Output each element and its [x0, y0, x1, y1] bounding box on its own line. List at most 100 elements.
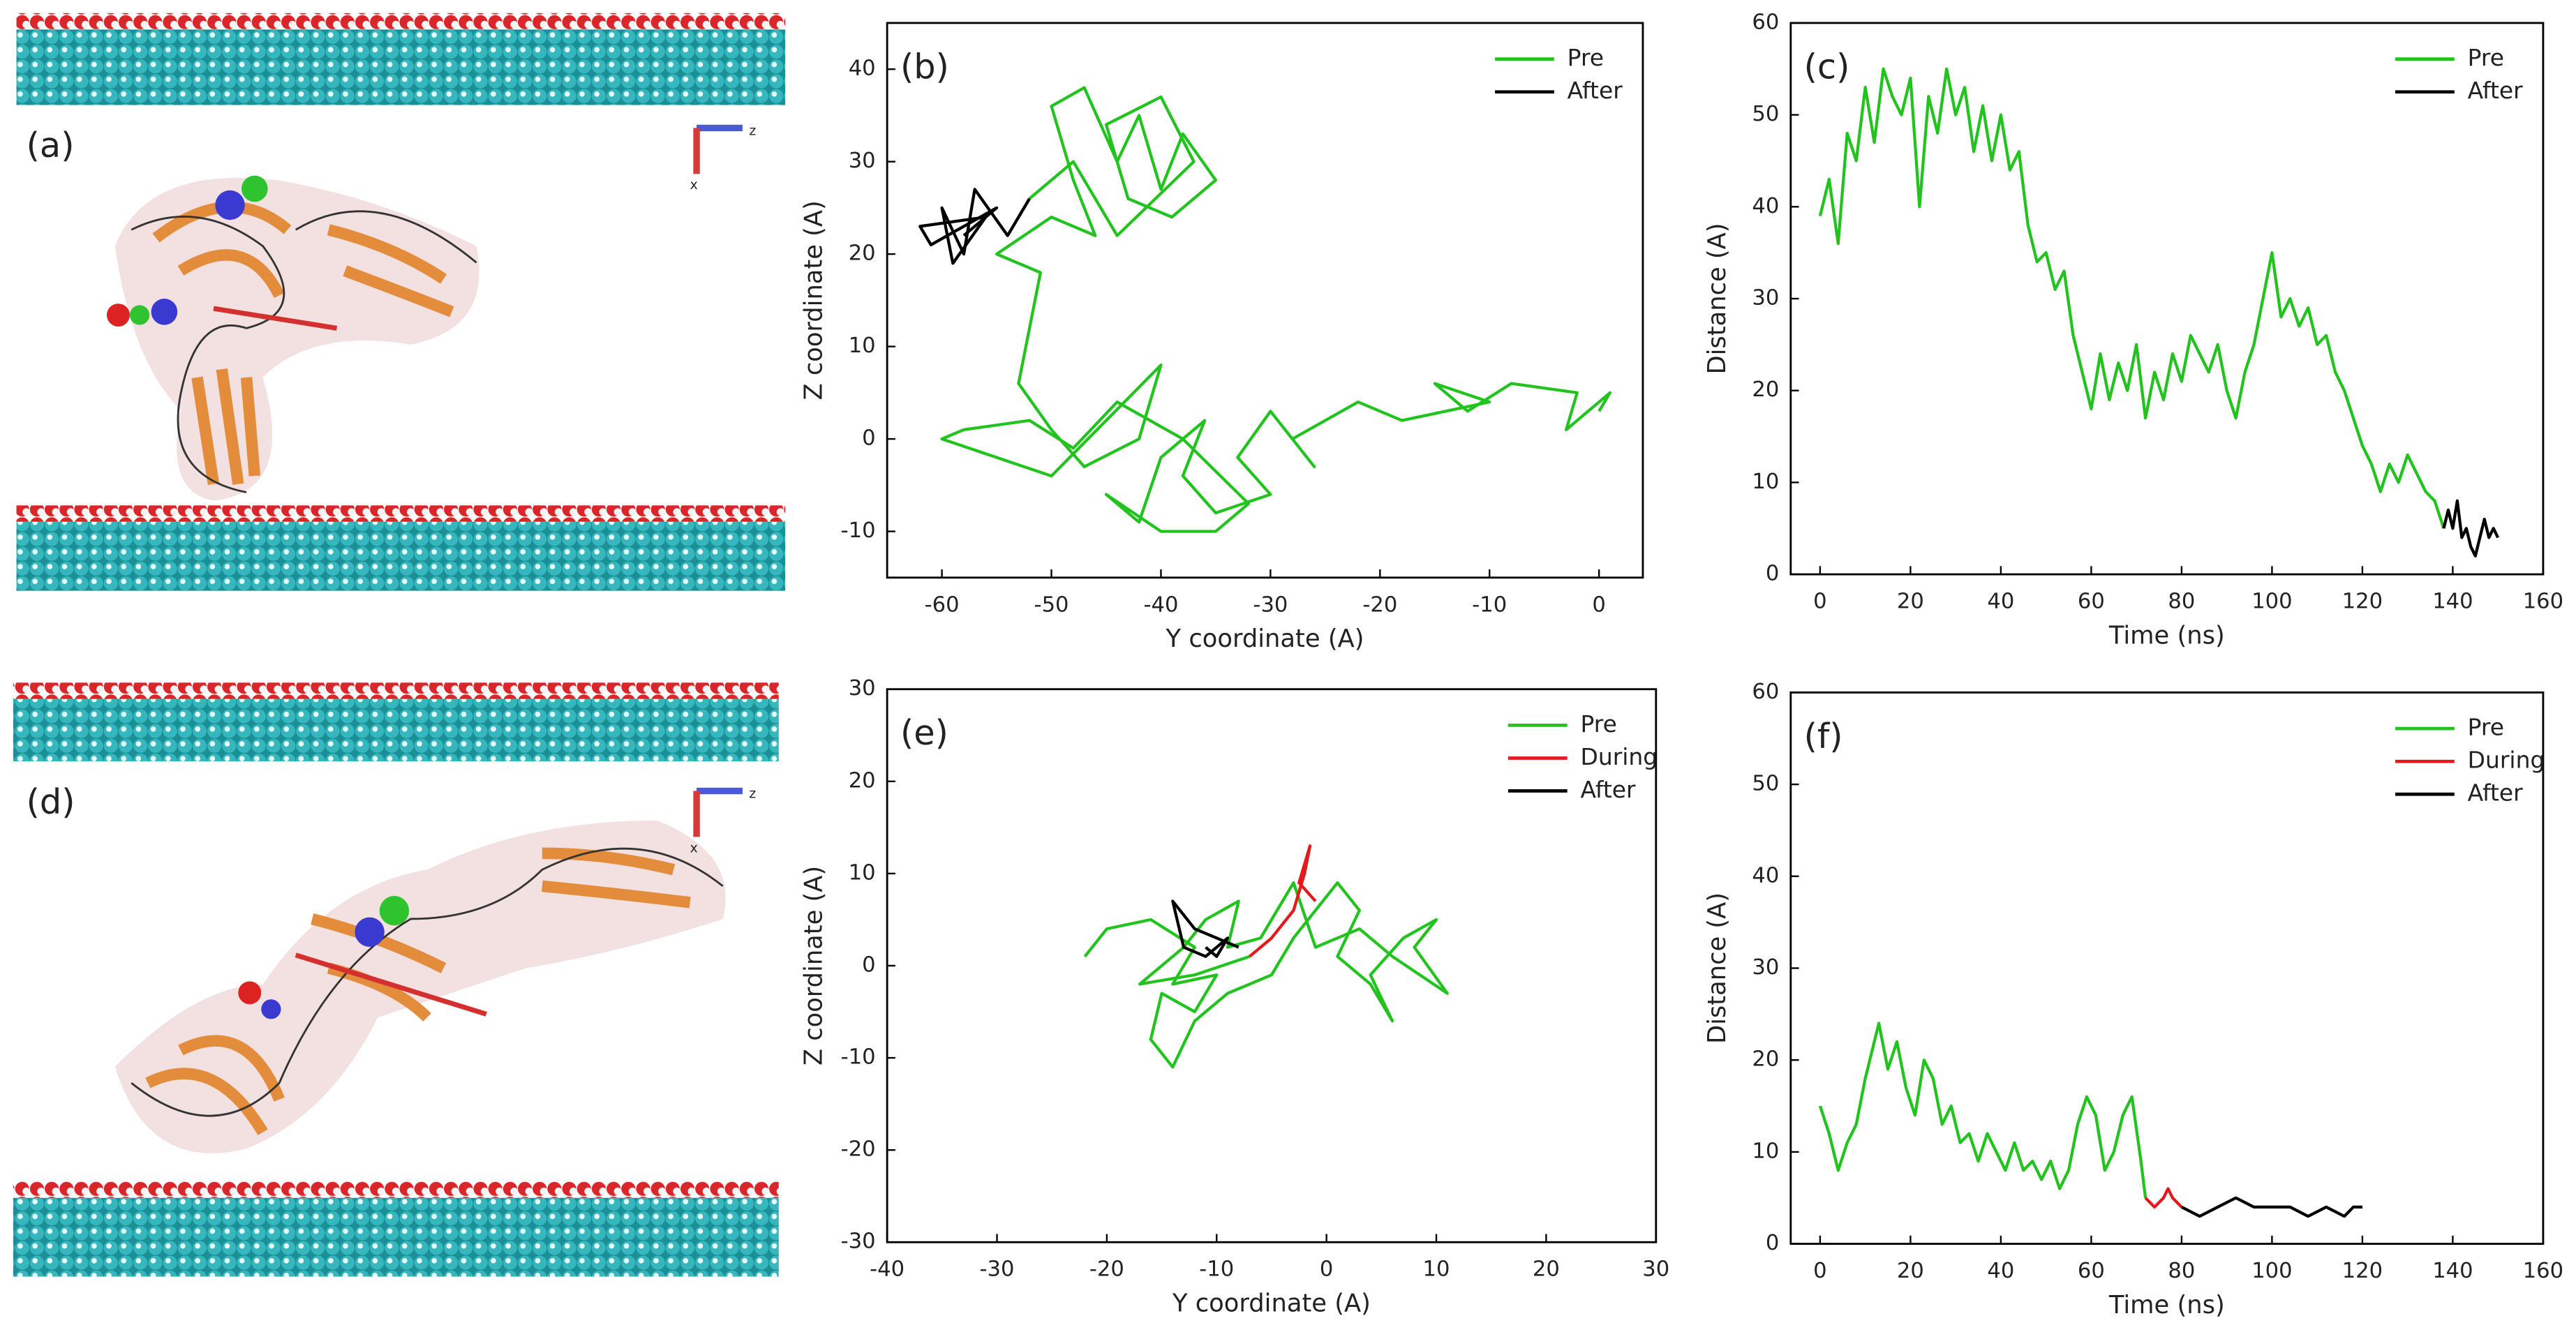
legend-label: Pre: [2468, 714, 2504, 741]
plot-frame: [886, 22, 1644, 579]
x-tick-label: -10: [1472, 592, 1507, 617]
residue: [241, 175, 268, 202]
legend-label: After: [1581, 776, 1637, 803]
x-tick-label: 40: [1987, 590, 2014, 614]
y-tick-label: 50: [1752, 102, 1779, 126]
axis-icon-label: z: [749, 787, 756, 802]
x-tick-label: 100: [2251, 1259, 2292, 1283]
protein-surface: [114, 820, 726, 1153]
panel-label: (e): [900, 712, 948, 753]
y-tick-label: 30: [849, 149, 876, 173]
x-tick-label: 0: [1813, 590, 1826, 614]
y-tick-label: 10: [1752, 470, 1779, 494]
x-tick-label: 120: [2342, 590, 2383, 614]
y-tick-label: 30: [1752, 955, 1779, 980]
x-tick-label: 60: [2078, 590, 2105, 614]
legend-label: During: [1581, 743, 1658, 770]
data-line: [1818, 67, 2445, 529]
y-axis-title: Z coordinate (A): [800, 200, 828, 400]
x-tick-label: 0: [1592, 592, 1605, 617]
y-tick-label: 50: [1752, 772, 1779, 796]
x-tick-label: -20: [1362, 592, 1397, 617]
y-tick-label: -10: [841, 518, 876, 543]
direction-vector: [213, 306, 338, 331]
residue: [215, 190, 245, 220]
x-tick-label: 80: [2168, 1259, 2195, 1283]
data-line: [2144, 1187, 2183, 1209]
y-tick-label: 20: [849, 768, 876, 793]
x-tick-label: 20: [1897, 590, 1924, 614]
surface-oxygen: [13, 1181, 779, 1198]
x-tick-label: 160: [2523, 590, 2563, 614]
x-tick-label: 0: [1320, 1257, 1333, 1282]
legend-label: After: [2468, 779, 2524, 807]
data-line: [940, 86, 1611, 533]
data-line: [918, 188, 1031, 265]
x-tick-label: 20: [1533, 1257, 1560, 1282]
legend-label: Pre: [2468, 44, 2504, 71]
y-tick-label: 20: [849, 241, 876, 266]
axis-icon-label: x: [690, 178, 698, 193]
x-tick-label: 10: [1423, 1257, 1450, 1282]
axis-icon-label: z: [749, 124, 756, 139]
protein-backbone: [131, 847, 724, 1117]
surface-slab: [16, 521, 786, 591]
residue: [355, 917, 385, 947]
y-tick-label: 10: [849, 860, 876, 885]
panel-label: (b): [900, 46, 949, 87]
x-tick-label: 30: [1642, 1257, 1669, 1282]
direction-vector: [295, 952, 487, 1017]
y-tick-label: 10: [849, 334, 876, 358]
residue: [261, 999, 281, 1019]
plot-frame: [886, 688, 1658, 1243]
surface-oxygen: [16, 505, 786, 522]
x-tick-label: 40: [1987, 1259, 2014, 1283]
x-tick-label: 140: [2432, 590, 2473, 614]
panel-label: (a): [27, 125, 75, 165]
x-tick-label: 0: [1813, 1259, 1826, 1283]
residue: [379, 896, 410, 926]
panel-label: (c): [1804, 46, 1850, 87]
data-line: [1818, 1022, 2147, 1199]
y-tick-label: 30: [849, 676, 876, 701]
data-line: [1171, 899, 1239, 958]
x-axis-title: Y coordinate (A): [1172, 1289, 1371, 1318]
y-tick-label: 60: [1752, 10, 1779, 34]
x-tick-label: -30: [1253, 592, 1288, 617]
x-tick-label: -60: [925, 592, 960, 617]
panel-label: (d): [27, 781, 75, 822]
residue: [151, 299, 178, 325]
y-tick-label: 0: [1766, 562, 1779, 586]
y-tick-label: -10: [841, 1045, 876, 1070]
y-tick-label: 0: [1766, 1231, 1779, 1255]
y-tick-label: 40: [1752, 863, 1779, 888]
x-axis-title: Time (ns): [2108, 621, 2225, 650]
plot-frame: [1789, 691, 2545, 1246]
protein-backbone: [131, 210, 477, 493]
y-tick-label: -20: [841, 1137, 876, 1162]
x-tick-label: 120: [2342, 1259, 2383, 1283]
y-tick-label: 0: [862, 952, 875, 977]
data-line: [2180, 1196, 2362, 1218]
panel-label: (f): [1804, 716, 1843, 756]
data-line: [1083, 881, 1449, 1069]
residue: [238, 981, 262, 1005]
molecular-image-a: [16, 13, 786, 591]
residue: [129, 305, 150, 325]
x-tick-label: -40: [870, 1257, 904, 1282]
surface-slab: [13, 1197, 779, 1277]
x-tick-label: 160: [2523, 1259, 2563, 1283]
legend-label: Pre: [1568, 44, 1604, 71]
y-tick-label: 0: [862, 426, 875, 451]
y-axis-title: Z coordinate (A): [800, 866, 828, 1065]
molecular-image-d: [13, 682, 779, 1277]
x-tick-label: 80: [2168, 590, 2195, 614]
data-line: [2442, 499, 2500, 558]
y-tick-label: 40: [849, 57, 876, 81]
y-tick-label: 20: [1752, 1047, 1779, 1072]
surface-oxygen: [16, 13, 786, 30]
x-tick-label: 60: [2078, 1259, 2105, 1283]
x-tick-label: 100: [2251, 590, 2292, 614]
legend-label: Pre: [1581, 710, 1617, 738]
y-axis-title: Distance (A): [1703, 892, 1732, 1044]
